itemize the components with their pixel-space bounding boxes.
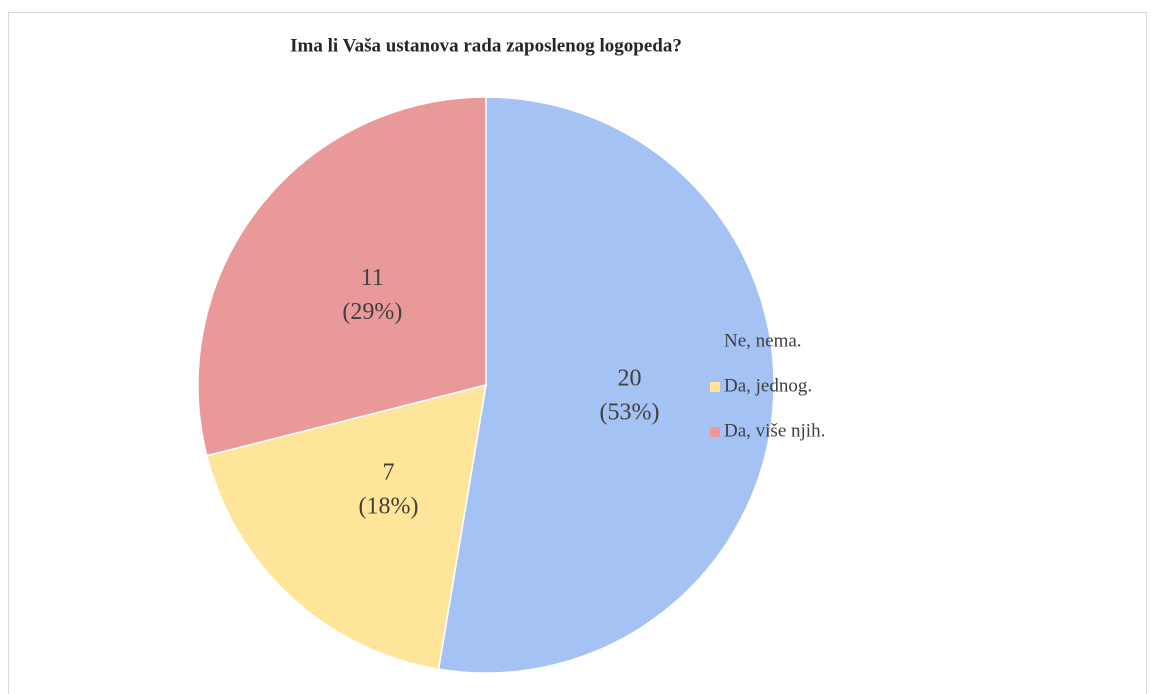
legend-swatch <box>710 337 720 347</box>
legend-swatch <box>710 382 720 392</box>
legend-label: Da, više njih. <box>724 420 825 441</box>
legend-swatch <box>710 427 720 437</box>
pie-slice <box>437 96 775 674</box>
data-label: 7 <box>382 459 394 485</box>
percent-label: (29%) <box>342 299 402 325</box>
legend-label: Da, jednog. <box>724 375 812 396</box>
data-label: 20 <box>618 365 642 391</box>
percent-label: (18%) <box>358 493 418 519</box>
legend-label: Ne, nema. <box>724 330 802 351</box>
data-label: 11 <box>361 265 384 291</box>
pie-slice <box>205 383 487 670</box>
pie-slice <box>197 96 487 457</box>
percent-label: (53%) <box>600 399 660 425</box>
chart-title: Ima li Vaša ustanova rada zaposlenog log… <box>290 35 682 56</box>
